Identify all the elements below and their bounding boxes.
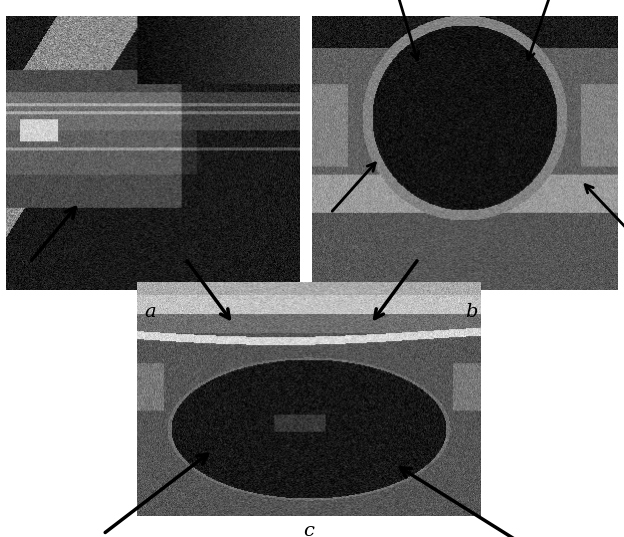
Text: a: a: [144, 303, 155, 322]
Text: b: b: [465, 303, 477, 322]
Text: c: c: [303, 522, 314, 537]
